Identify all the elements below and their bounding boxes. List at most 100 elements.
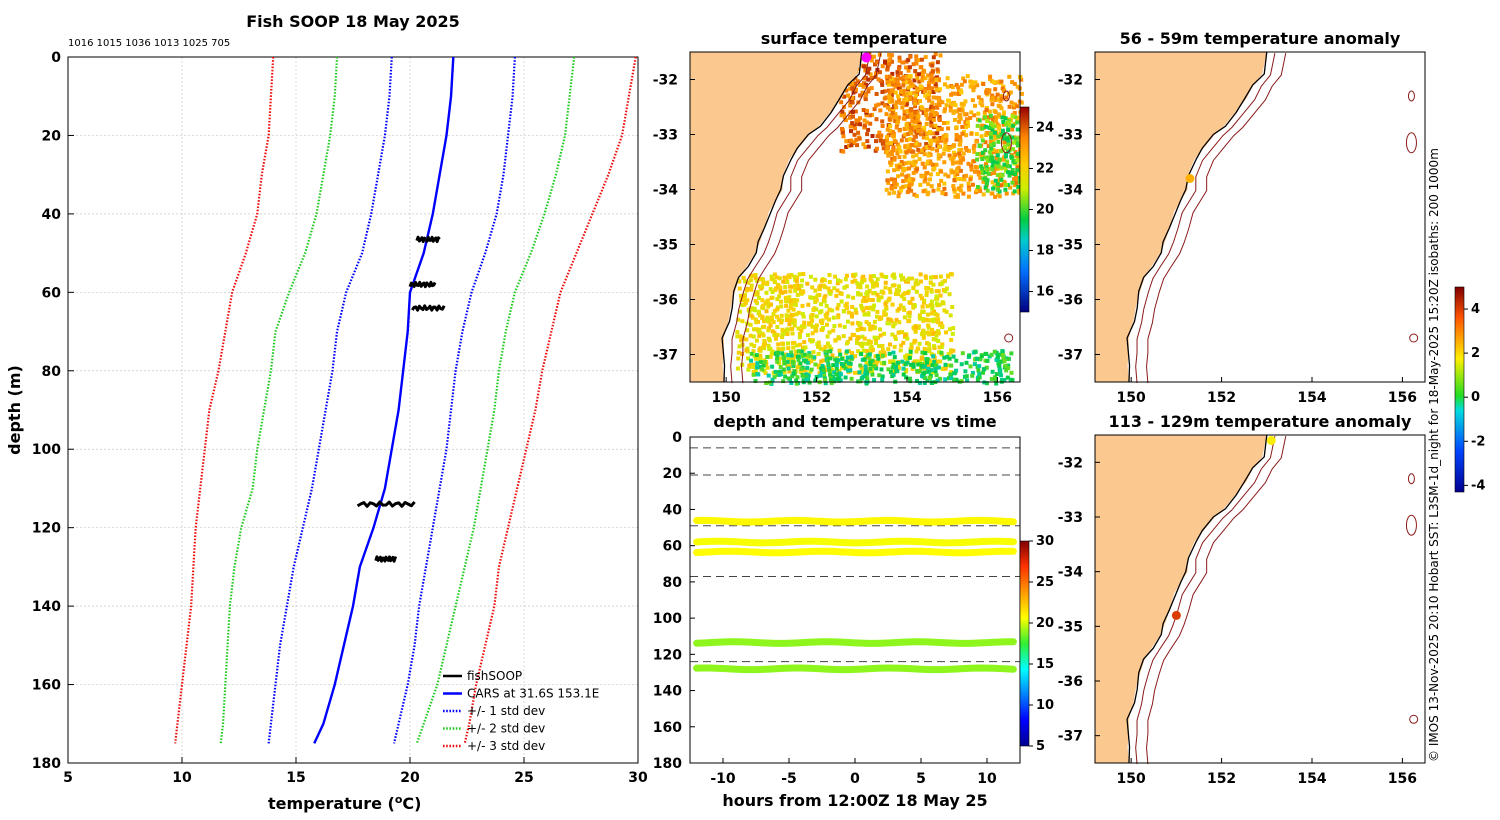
sst-pixel [874, 139, 878, 144]
sst-pixel [917, 313, 922, 318]
sst-pixel [864, 82, 868, 87]
sst-pixel [761, 277, 765, 282]
sst-pixel [928, 129, 932, 134]
sst-pixel [844, 301, 849, 306]
sst-pixel [1005, 375, 1010, 380]
sst-pixel [985, 118, 990, 123]
sst-pixel [880, 82, 885, 87]
sst-pixel [818, 310, 823, 315]
sst-pixel [945, 120, 950, 125]
sst-pixel [810, 331, 815, 336]
sst-pixel [956, 176, 961, 181]
sst-pixel [775, 356, 780, 361]
sst-pixel [814, 328, 819, 333]
sst-pixel [942, 186, 947, 191]
sst-pixel [975, 378, 980, 383]
sst-pixel [989, 352, 994, 357]
sst-pixel [926, 312, 930, 317]
sst-pixel [891, 372, 896, 377]
sst-pixel [975, 185, 980, 189]
sst-pixel [857, 136, 862, 141]
sst-pixel [758, 353, 763, 358]
x-tick-label: 154 [1297, 390, 1326, 406]
sst-pixel [984, 108, 989, 112]
sst-pixel [805, 281, 810, 286]
sst-pixel [878, 327, 883, 332]
sst-pixel [947, 363, 952, 368]
sst-pixel [896, 115, 901, 120]
sst-pixel [907, 79, 912, 84]
sst-pixel [849, 138, 854, 143]
sst-pixel [877, 344, 882, 349]
sst-pixel [911, 161, 916, 166]
profile-grid [67, 56, 639, 764]
sst-pixel [939, 282, 944, 286]
sst-pixel [826, 286, 831, 291]
sst-pixel [755, 301, 759, 306]
sst-pixel [860, 280, 864, 285]
sst-pixel [825, 322, 829, 327]
sst-pixel [941, 136, 945, 141]
sst-pixel [897, 155, 902, 160]
sst-pixel [1001, 120, 1006, 124]
sst-pixel [952, 109, 957, 114]
sst-pixel [810, 318, 815, 323]
sst-pixel [784, 303, 789, 308]
sst-pixel [969, 163, 974, 168]
colorbar-tick-label: -4 [1471, 478, 1485, 493]
sst-pixel [928, 360, 933, 365]
sst-pixel [850, 321, 855, 326]
sst-pixel [776, 284, 781, 289]
sst-pixel [888, 160, 893, 165]
sst-pixel [743, 293, 747, 298]
sst-pixel [1011, 147, 1016, 152]
y-tick-label: -33 [1058, 128, 1083, 144]
sst-pixel [839, 299, 844, 304]
sst-pixel [983, 176, 987, 181]
sst-pixel [775, 351, 780, 356]
sst-pixel [816, 340, 821, 345]
sst-pixel [925, 144, 930, 149]
sst-pixel [760, 298, 765, 303]
sst-pixel [1004, 154, 1008, 159]
sst-pixel [891, 350, 896, 355]
sst-pixel [824, 315, 829, 320]
sst-pixel [969, 131, 974, 136]
colorbar-tick-label: 25 [1036, 575, 1054, 590]
sst-pixel [1006, 142, 1011, 147]
sst-pixel [998, 172, 1003, 177]
sst-pixel [823, 344, 828, 349]
sst-pixel [1008, 185, 1013, 190]
sst-pixel [775, 325, 780, 329]
sst-pixel [886, 347, 891, 352]
sst-pixel [779, 347, 784, 352]
sst-pixel [796, 358, 801, 362]
sst-pixel [746, 367, 751, 372]
sst-pixel [965, 120, 970, 125]
sst-pixel [1006, 127, 1011, 132]
sst-pixel [890, 365, 895, 370]
sst-pixel [884, 187, 889, 192]
map-frame [1094, 51, 1426, 383]
sst-pixel [834, 366, 839, 371]
sst-pixel [828, 289, 833, 294]
sst-pixel [819, 366, 824, 371]
sst-pixel [828, 356, 833, 361]
sst-pixel [995, 153, 1000, 158]
sst-pixel [936, 97, 941, 102]
sst-pixel [913, 159, 918, 164]
sst-pixel [904, 150, 909, 155]
sst-pixel [858, 285, 863, 290]
anomaly-colorbar [1454, 286, 1465, 493]
sst-pixel [939, 138, 944, 143]
sst-pixel [753, 368, 758, 373]
sst-pixel [935, 136, 940, 141]
sst-pixel [755, 365, 759, 370]
sst-map-title: surface temperature [761, 29, 948, 48]
sst-pixel [943, 140, 948, 145]
time-series-frame [689, 436, 1021, 764]
sst-pixel [908, 97, 913, 101]
sst-pixel [891, 145, 896, 150]
sst-pixel [863, 93, 868, 98]
